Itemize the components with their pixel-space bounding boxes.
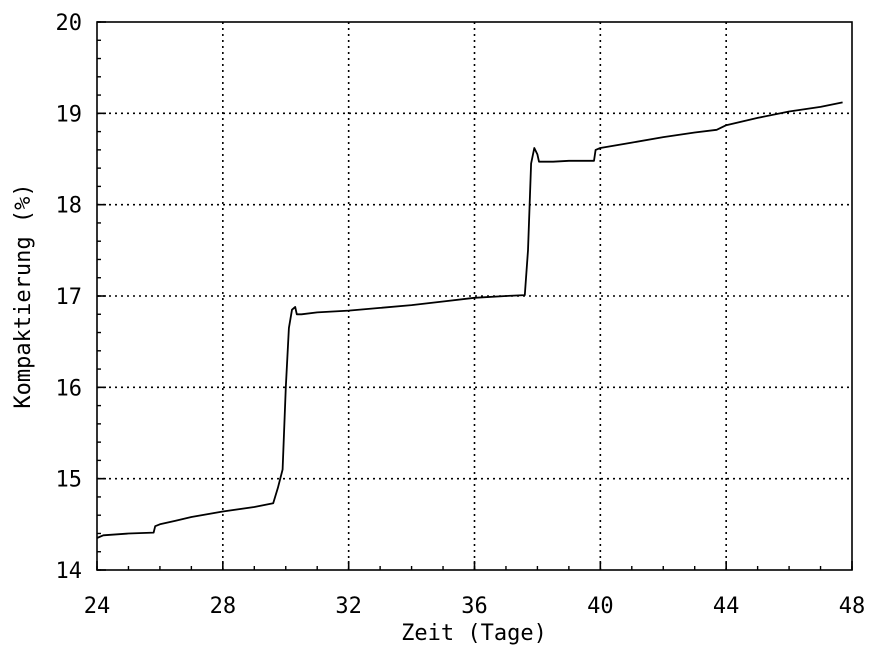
y-tick-label: 14 [56, 559, 83, 584]
x-tick-label: 44 [713, 594, 740, 619]
y-axis-title: Kompaktierung (%) [11, 183, 36, 408]
x-tick-label: 48 [839, 594, 866, 619]
grid-lines [97, 22, 852, 570]
y-tick-label: 15 [56, 468, 83, 493]
x-tick-label: 32 [335, 594, 362, 619]
y-tick-label: 20 [56, 11, 83, 36]
x-tick-label: 40 [587, 594, 614, 619]
compaction-series-line [96, 101, 843, 539]
y-tick-label: 16 [56, 376, 83, 401]
y-tick-label: 18 [56, 194, 83, 219]
plot-frame [96, 21, 853, 571]
y-tick-label: 17 [56, 285, 83, 310]
x-tick-label: 36 [461, 594, 488, 619]
tick-labels: 24 28 32 36 40 44 48 14 15 16 17 18 19 20 [56, 11, 866, 619]
x-tick-label: 24 [84, 594, 111, 619]
y-tick-label: 19 [56, 102, 83, 127]
x-tick-label: 28 [210, 594, 237, 619]
x-axis-title: Zeit (Tage) [401, 621, 547, 646]
axis-ticks [96, 21, 853, 571]
